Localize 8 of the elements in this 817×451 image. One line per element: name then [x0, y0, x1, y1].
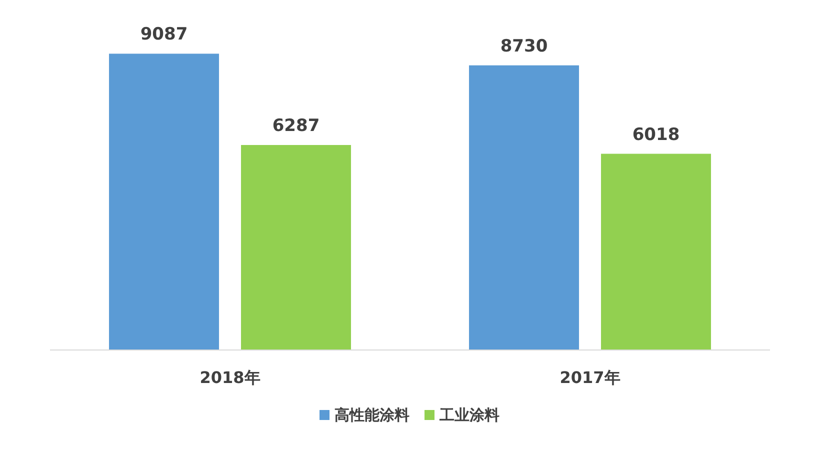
- legend-label: 高性能涂料: [334, 406, 410, 424]
- x-tick-label: 2018年: [200, 368, 260, 387]
- legend-label: 工业涂料: [438, 406, 500, 424]
- data-label: 6287: [272, 116, 320, 136]
- data-label: 6018: [632, 124, 680, 145]
- data-label: 8730: [500, 36, 548, 56]
- data-label: 9087: [140, 24, 188, 45]
- x-tick-label: 2017年: [560, 368, 620, 387]
